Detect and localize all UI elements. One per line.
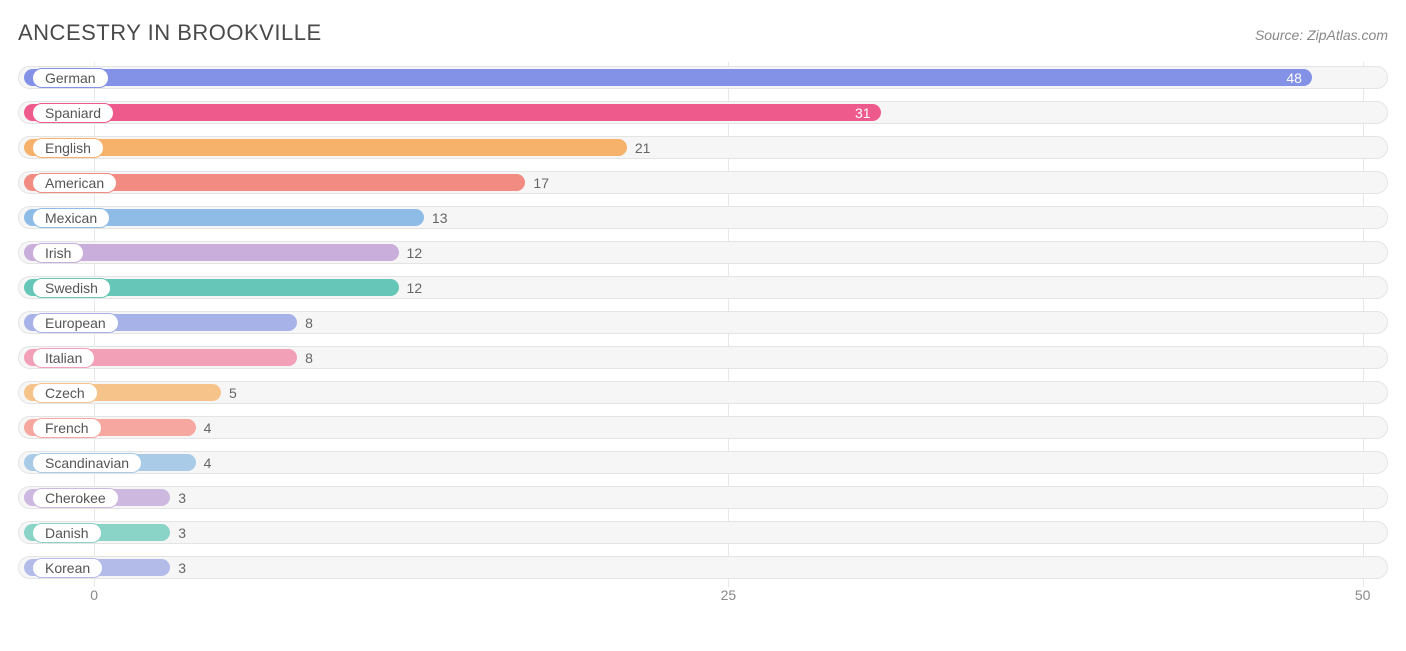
bar-row: Czech 5 bbox=[18, 377, 1388, 408]
bar-row: European 8 bbox=[18, 307, 1388, 338]
bar-label-pill: French bbox=[32, 418, 102, 438]
x-axis: 0 25 50 bbox=[18, 587, 1388, 611]
bar-value: 8 bbox=[305, 315, 313, 331]
bar-value: 8 bbox=[305, 350, 313, 366]
bar-label-pill: Irish bbox=[32, 243, 84, 263]
bar bbox=[24, 104, 881, 121]
bar-row: Italian 8 bbox=[18, 342, 1388, 373]
bar-row: Korean 3 bbox=[18, 552, 1388, 583]
chart-source: Source: ZipAtlas.com bbox=[1255, 27, 1388, 43]
bar-label-pill: Italian bbox=[32, 348, 95, 368]
bar-label-pill: Mexican bbox=[32, 208, 110, 228]
x-tick: 25 bbox=[721, 587, 737, 603]
bar-row: American 17 bbox=[18, 167, 1388, 198]
bar-track bbox=[18, 416, 1388, 439]
bar-track bbox=[18, 381, 1388, 404]
bar-label-pill: German bbox=[32, 68, 109, 88]
chart-header: ANCESTRY IN BROOKVILLE Source: ZipAtlas.… bbox=[18, 20, 1388, 46]
bar-value: 48 bbox=[1286, 70, 1302, 86]
bar-track bbox=[18, 451, 1388, 474]
bar-label-pill: European bbox=[32, 313, 119, 333]
bar-row: Mexican 13 bbox=[18, 202, 1388, 233]
bar-row: German 48 bbox=[18, 62, 1388, 93]
bar-value: 12 bbox=[407, 245, 423, 261]
bar-label-pill: American bbox=[32, 173, 117, 193]
bar-label-pill: English bbox=[32, 138, 104, 158]
bar-value: 21 bbox=[635, 140, 651, 156]
bar-row: Irish 12 bbox=[18, 237, 1388, 268]
bar-label-pill: Cherokee bbox=[32, 488, 119, 508]
bar-label-pill: Spaniard bbox=[32, 103, 114, 123]
bar-value: 4 bbox=[204, 455, 212, 471]
bar-value: 5 bbox=[229, 385, 237, 401]
bar-value: 3 bbox=[178, 490, 186, 506]
bar-row: French 4 bbox=[18, 412, 1388, 443]
x-tick: 0 bbox=[90, 587, 98, 603]
bar-value: 4 bbox=[204, 420, 212, 436]
bar-value: 3 bbox=[178, 560, 186, 576]
bar-label-pill: Scandinavian bbox=[32, 453, 142, 473]
bar-row: Cherokee 3 bbox=[18, 482, 1388, 513]
bar-track bbox=[18, 486, 1388, 509]
plot-area: German48Spaniard31English21American17Mex… bbox=[18, 62, 1388, 611]
bar-value: 12 bbox=[407, 280, 423, 296]
bar-label-pill: Korean bbox=[32, 558, 103, 578]
bar-rows: German48Spaniard31English21American17Mex… bbox=[18, 62, 1388, 583]
bar-value: 3 bbox=[178, 525, 186, 541]
x-tick: 50 bbox=[1355, 587, 1371, 603]
bar-row: Swedish 12 bbox=[18, 272, 1388, 303]
bar-track bbox=[18, 521, 1388, 544]
bar-track bbox=[18, 556, 1388, 579]
bar-row: Danish 3 bbox=[18, 517, 1388, 548]
bar-row: English 21 bbox=[18, 132, 1388, 163]
bar-label-pill: Swedish bbox=[32, 278, 111, 298]
chart-title: ANCESTRY IN BROOKVILLE bbox=[18, 20, 322, 46]
bar-value: 13 bbox=[432, 210, 448, 226]
bar bbox=[24, 139, 627, 156]
bar-value: 31 bbox=[855, 105, 871, 121]
bar-row: Scandinavian 4 bbox=[18, 447, 1388, 478]
bar-label-pill: Czech bbox=[32, 383, 98, 403]
ancestry-bar-chart: ANCESTRY IN BROOKVILLE Source: ZipAtlas.… bbox=[0, 0, 1406, 651]
bar-label-pill: Danish bbox=[32, 523, 102, 543]
bar bbox=[24, 69, 1312, 86]
bar-value: 17 bbox=[533, 175, 549, 191]
bar-row: Spaniard 31 bbox=[18, 97, 1388, 128]
